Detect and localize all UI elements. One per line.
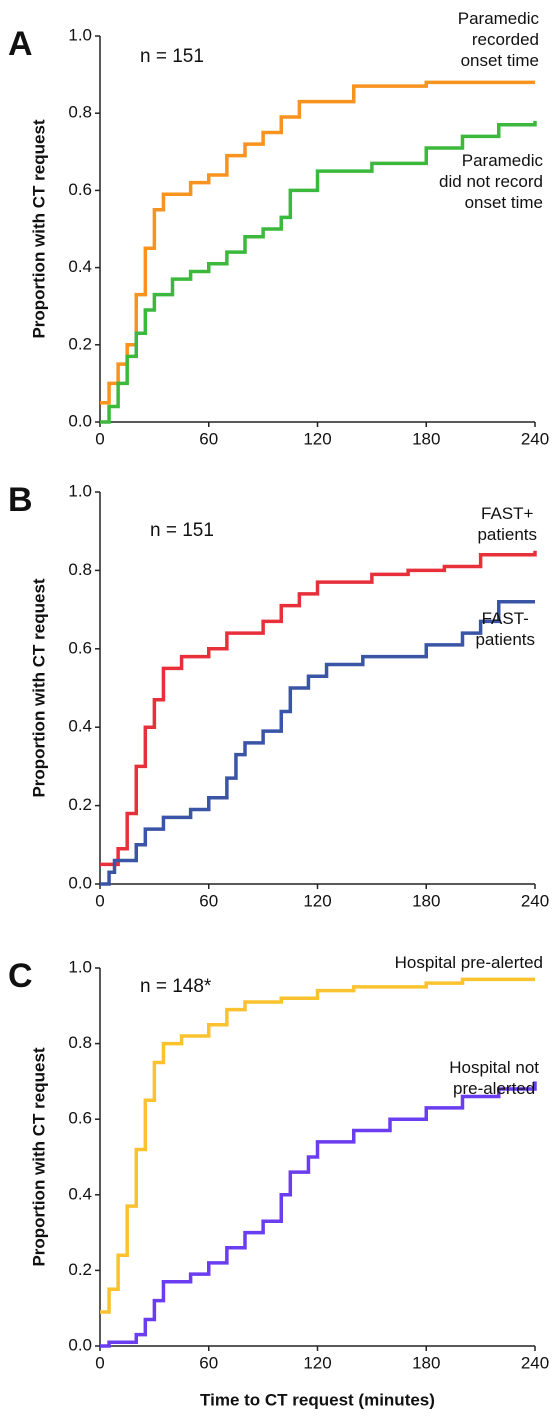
x-tick-label: 240 (521, 429, 549, 448)
y-tick-label: 0.6 (68, 180, 92, 199)
y-tick-label: 0.0 (68, 411, 92, 430)
y-tick-label: 0.2 (68, 1260, 92, 1279)
x-tick-label: 120 (303, 429, 331, 448)
x-axis-title: Time to CT request (minutes) (200, 1390, 435, 1409)
y-tick-label: 1.0 (68, 481, 92, 500)
panel-label: C (8, 957, 33, 995)
y-tick-label: 0.6 (68, 1109, 92, 1128)
y-axis-title: Proportion with CT request (29, 119, 48, 338)
y-tick-label: 0.4 (68, 1184, 92, 1203)
step-line (100, 600, 535, 886)
x-tick-label: 0 (95, 1353, 104, 1372)
series-label: Paramedic recorded onset time (457, 9, 539, 70)
y-tick-label: 0.4 (68, 717, 92, 736)
series-label: Hospital not pre-alerted (449, 1058, 539, 1098)
step-line (100, 550, 537, 867)
x-tick-label: 0 (95, 429, 104, 448)
y-tick-label: 1.0 (68, 25, 92, 44)
x-tick-label: 240 (521, 891, 549, 910)
y-tick-label: 0.8 (68, 103, 92, 122)
y-tick-label: 0.0 (68, 873, 92, 892)
x-tick-label: 0 (95, 891, 104, 910)
panel-label: A (8, 25, 33, 63)
y-axis-title: Proportion with CT request (29, 1047, 48, 1266)
x-tick-label: 240 (521, 1353, 549, 1372)
panel-label: B (8, 481, 33, 519)
y-tick-label: 0.2 (68, 334, 92, 353)
x-tick-label: 60 (199, 891, 218, 910)
y-tick-label: 0.0 (68, 1335, 92, 1354)
y-tick-label: 1.0 (68, 957, 92, 976)
series-label: FAST+ patients (477, 504, 537, 544)
y-tick-label: 0.6 (68, 638, 92, 657)
step-line (100, 80, 535, 405)
annotation: n = 151 (140, 46, 204, 67)
x-tick-label: 180 (412, 1353, 440, 1372)
x-tick-label: 60 (199, 1353, 218, 1372)
annotation: n = 148* (140, 976, 212, 997)
y-tick-label: 0.8 (68, 560, 92, 579)
x-tick-label: 60 (199, 429, 218, 448)
y-tick-label: 0.8 (68, 1033, 92, 1052)
series-label: Hospital pre-alerted (394, 953, 543, 972)
series-label: Paramedic did not record onset time (439, 151, 543, 212)
x-tick-label: 180 (412, 891, 440, 910)
series-label: FAST- patients (475, 609, 535, 649)
y-tick-label: 0.4 (68, 257, 92, 276)
x-tick-label: 180 (412, 429, 440, 448)
x-tick-label: 120 (303, 891, 331, 910)
step-line (100, 120, 537, 424)
step-line (100, 1081, 537, 1348)
y-axis-title: Proportion with CT request (29, 578, 48, 797)
step-line (100, 977, 535, 1314)
y-tick-label: 0.2 (68, 795, 92, 814)
annotation: n = 151 (150, 520, 214, 541)
x-tick-label: 120 (303, 1353, 331, 1372)
